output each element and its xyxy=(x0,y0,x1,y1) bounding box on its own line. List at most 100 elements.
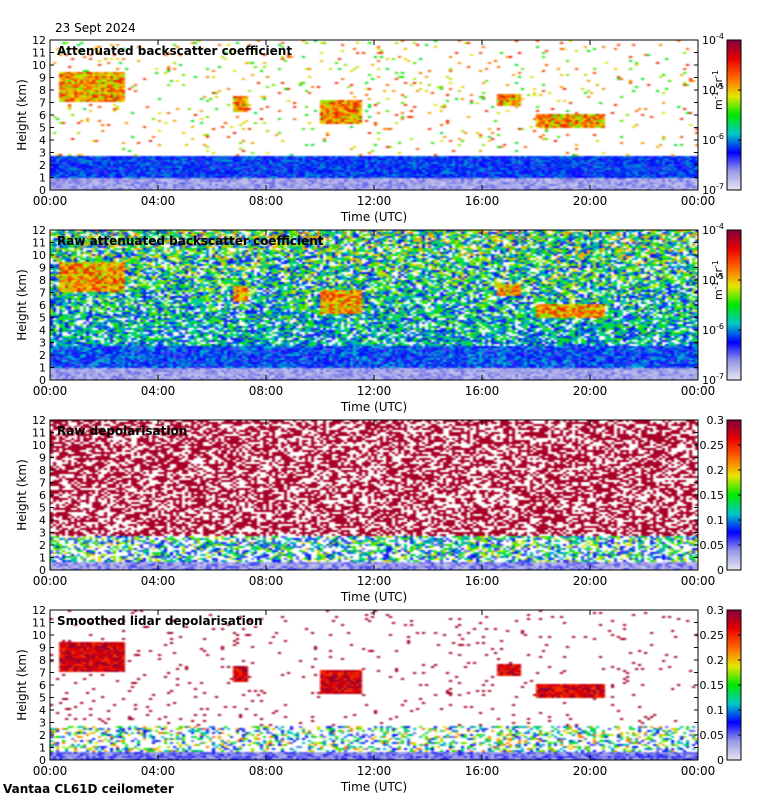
y-tick-label: 7 xyxy=(39,477,46,490)
colorbar-tick-label: 0.2 xyxy=(707,654,725,667)
y-tick-label: 6 xyxy=(39,109,46,122)
x-tick-label: 16:00 xyxy=(465,574,500,588)
y-tick-label: 4 xyxy=(39,134,46,147)
y-tick-label: 3 xyxy=(39,527,46,540)
y-tick-label: 7 xyxy=(39,97,46,110)
unit-base: m xyxy=(712,99,725,110)
y-axis-label: Height (km) xyxy=(15,269,29,340)
y-tick-label: 9 xyxy=(39,642,46,655)
y-tick-label: 12 xyxy=(32,224,46,237)
y-axis-label: Height (km) xyxy=(15,459,29,530)
colorbar xyxy=(726,229,742,381)
y-tick-label: 2 xyxy=(39,159,46,172)
panel-title: Attenuated backscatter coefficient xyxy=(57,44,292,58)
colorbar-tick-label: 0.3 xyxy=(707,604,725,617)
y-tick-label: 3 xyxy=(39,717,46,730)
x-tick-label: 12:00 xyxy=(357,764,392,778)
x-axis-label: Time (UTC) xyxy=(340,590,407,604)
y-tick-label: 11 xyxy=(32,47,46,60)
colorbar-tick-label: 10-4 xyxy=(702,222,724,237)
colorbar-tick-label: 0.05 xyxy=(700,729,725,742)
y-tick-label: 9 xyxy=(39,262,46,275)
y-tick-label: 9 xyxy=(39,452,46,465)
colorbar-tick-base: 10 xyxy=(702,84,716,97)
x-tick-label: 20:00 xyxy=(573,574,608,588)
colorbar-tick-exponent: -4 xyxy=(716,32,724,41)
unit-sr-exponent: -1 xyxy=(711,70,720,78)
y-tick-label: 1 xyxy=(39,172,46,185)
x-tick-label: 16:00 xyxy=(465,384,500,398)
y-tick-label: 2 xyxy=(39,729,46,742)
colorbar-tick-label: 10-7 xyxy=(702,182,724,197)
panel-title: Raw attenuated backscatter coefficient xyxy=(57,234,324,248)
y-tick-label: 1 xyxy=(39,552,46,565)
colorbar-tick-exponent: -6 xyxy=(716,322,724,331)
x-tick-label: 20:00 xyxy=(573,384,608,398)
y-tick-label: 6 xyxy=(39,679,46,692)
x-tick-label: 16:00 xyxy=(465,194,500,208)
unit-sr-exponent: -1 xyxy=(711,260,720,268)
colorbar-tick-base: 10 xyxy=(702,134,716,147)
x-tick-label: 08:00 xyxy=(249,384,284,398)
panel-title: Raw depolarisation xyxy=(57,424,187,438)
y-tick-label: 3 xyxy=(39,337,46,350)
colorbar-tick-label: 0.15 xyxy=(700,489,725,502)
x-tick-label: 12:00 xyxy=(357,194,392,208)
x-tick-label: 00:00 xyxy=(33,574,68,588)
colorbar-tick-base: 10 xyxy=(702,374,716,387)
colorbar-tick-base: 10 xyxy=(702,34,716,47)
x-tick-label: 00:00 xyxy=(33,764,68,778)
y-tick-label: 8 xyxy=(39,274,46,287)
heatmap-image xyxy=(50,420,698,570)
colorbar-tick-label: 0 xyxy=(717,564,724,577)
x-tick-label: 04:00 xyxy=(141,384,176,398)
y-tick-label: 4 xyxy=(39,704,46,717)
y-tick-label: 5 xyxy=(39,692,46,705)
unit-base: m xyxy=(712,289,725,300)
panel-title: Smoothed lidar depolarisation xyxy=(57,614,263,628)
colorbar-tick-label: 0.3 xyxy=(707,414,725,427)
colorbar-tick-label: 0.1 xyxy=(707,704,725,717)
colorbar-tick-label: 10-6 xyxy=(702,132,724,147)
y-tick-label: 7 xyxy=(39,287,46,300)
unit-sr: sr xyxy=(712,78,725,89)
x-tick-label: 04:00 xyxy=(141,574,176,588)
y-tick-label: 12 xyxy=(32,604,46,617)
y-tick-label: 8 xyxy=(39,464,46,477)
x-tick-label: 00:00 xyxy=(33,384,68,398)
unit-sr: sr xyxy=(712,268,725,279)
y-tick-label: 0 xyxy=(39,754,46,767)
y-tick-label: 6 xyxy=(39,489,46,502)
colorbar-tick-exponent: -6 xyxy=(716,132,724,141)
y-tick-label: 10 xyxy=(32,629,46,642)
y-tick-label: 8 xyxy=(39,84,46,97)
colorbar-tick-label: 10-7 xyxy=(702,372,724,387)
colorbar-tick-label: 10-6 xyxy=(702,322,724,337)
y-tick-label: 4 xyxy=(39,514,46,527)
colorbar-tick-label: 0.2 xyxy=(707,464,725,477)
colorbar-tick-base: 10 xyxy=(702,274,716,287)
colorbar-tick-label: 10-4 xyxy=(702,32,724,47)
x-tick-label: 04:00 xyxy=(141,764,176,778)
colorbar-tick-label: 0 xyxy=(717,754,724,767)
date-label: 23 Sept 2024 xyxy=(55,21,136,35)
y-tick-label: 3 xyxy=(39,147,46,160)
y-tick-label: 4 xyxy=(39,324,46,337)
heatmap-image xyxy=(50,610,698,760)
x-axis-label: Time (UTC) xyxy=(340,780,407,794)
x-tick-label: 16:00 xyxy=(465,764,500,778)
colorbar-unit-label: m-1sr-1 xyxy=(711,260,725,300)
y-tick-label: 2 xyxy=(39,539,46,552)
x-tick-label: 04:00 xyxy=(141,194,176,208)
y-tick-label: 0 xyxy=(39,564,46,577)
colorbar-tick-label: 10-5 xyxy=(702,272,724,287)
colorbar-tick-label: 0.05 xyxy=(700,539,725,552)
y-tick-label: 6 xyxy=(39,299,46,312)
x-tick-label: 12:00 xyxy=(357,574,392,588)
x-tick-label: 00:00 xyxy=(681,574,716,588)
